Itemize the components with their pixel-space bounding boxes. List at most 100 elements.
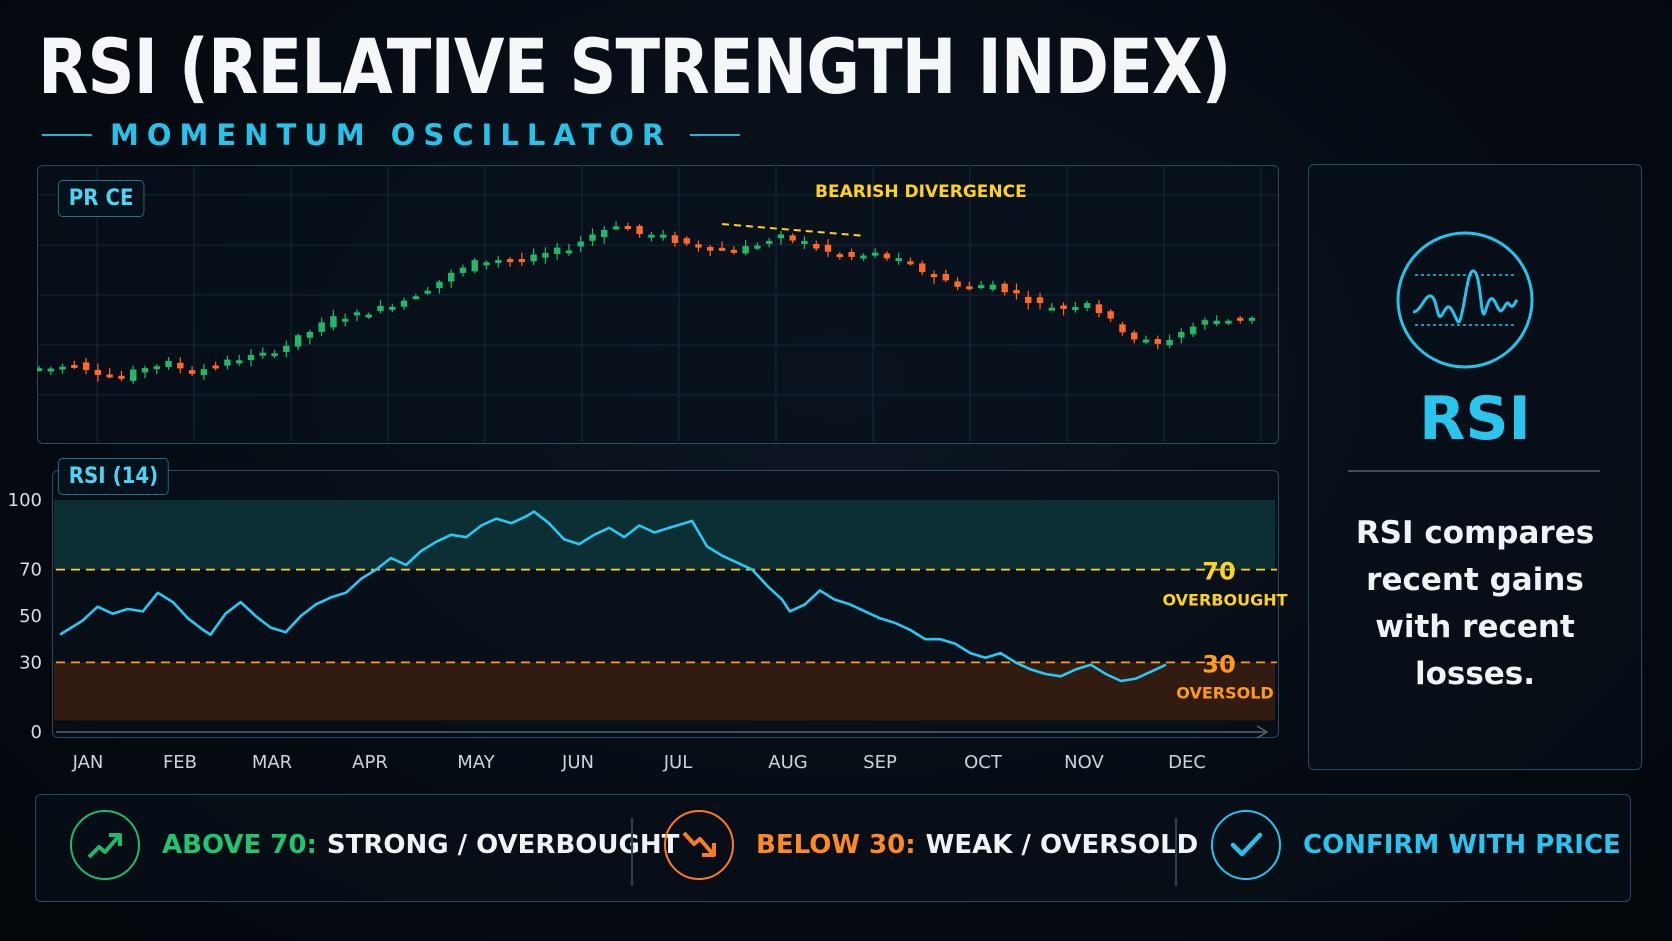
footer-separator [1175, 818, 1177, 886]
candle [412, 296, 420, 300]
subtitle-right-dash [690, 134, 741, 136]
rsi-oscillator-icon [1396, 231, 1534, 369]
footer-item-confirm: CONFIRM WITH PRICE [1211, 795, 1621, 895]
confirm-text: CONFIRM WITH PRICE [1303, 830, 1621, 860]
candle [895, 258, 902, 262]
page-title: RSI (RELATIVE STRENGTH INDEX) [38, 22, 1231, 111]
candle [1119, 324, 1126, 333]
candle [919, 263, 926, 273]
candle [236, 360, 243, 364]
candle [436, 281, 443, 289]
check-icon [1211, 810, 1281, 880]
x-tick-label: NOV [1064, 752, 1104, 773]
x-tick-label: JUN [561, 752, 594, 773]
candle [1237, 317, 1244, 321]
divergence-label: BEARISH DIVERGENCE [815, 182, 1027, 202]
candle [1154, 339, 1161, 344]
candle [636, 225, 643, 234]
description-line: losses. [1414, 656, 1536, 692]
candle [141, 368, 149, 373]
price-label: PR CE [58, 180, 145, 217]
y-tick-label: 0 [31, 722, 42, 743]
subtitle-row: MOMENTUM OSCILLATOR [42, 118, 741, 152]
oversold-label: OVERSOLD [1176, 683, 1273, 702]
candle [1178, 332, 1185, 338]
candle [542, 252, 549, 258]
footer-panel [35, 794, 1631, 902]
candle [1036, 297, 1044, 304]
candle [389, 306, 396, 310]
candle [883, 253, 891, 259]
candle [659, 234, 667, 238]
trend-up-icon [70, 810, 140, 880]
candle [212, 365, 219, 369]
x-tick-label: JUL [663, 752, 693, 773]
candle [848, 251, 855, 257]
oversold-key: BELOW 30: [756, 830, 916, 860]
candle [989, 284, 997, 290]
x-tick-label: MAY [457, 752, 495, 773]
candle [977, 285, 985, 289]
x-tick-label: APR [352, 752, 388, 773]
candle [836, 254, 844, 258]
candle [82, 362, 90, 371]
trend-down-icon [664, 810, 734, 880]
candle [447, 272, 455, 282]
candle [1060, 305, 1067, 309]
candle [907, 261, 914, 265]
x-tick-label: JAN [72, 752, 104, 773]
candle [777, 234, 785, 239]
candle [683, 238, 690, 244]
x-tick-label: AUG [768, 752, 807, 773]
candle [318, 322, 325, 332]
candle [341, 318, 349, 322]
candle [718, 247, 726, 251]
candle [942, 273, 950, 281]
candle [224, 359, 231, 366]
y-tick-label: 50 [19, 606, 42, 627]
candle [648, 234, 655, 238]
candle [106, 374, 113, 378]
side-card-description: RSI compares recent gains with recent lo… [1315, 510, 1635, 698]
footer-separator [631, 818, 633, 886]
candle [966, 286, 973, 290]
subtitle-left-dash [42, 134, 92, 136]
candle [200, 369, 208, 375]
candle [801, 240, 808, 244]
candle [601, 229, 608, 238]
candle [518, 259, 526, 263]
candle [1166, 339, 1173, 346]
x-tick-label: OCT [964, 752, 1003, 773]
candle [130, 369, 137, 381]
x-tick-label: SEP [863, 752, 897, 773]
candle [1083, 303, 1091, 308]
candle [1048, 307, 1055, 311]
oversold-zone [54, 662, 1275, 721]
candle [824, 244, 832, 252]
description-line: recent gains [1366, 562, 1584, 598]
candle [577, 241, 584, 247]
candle [188, 370, 196, 374]
candle [789, 235, 796, 241]
x-tick-label: FEB [163, 752, 197, 773]
candle [813, 243, 820, 249]
candle [695, 244, 702, 248]
candle [624, 226, 632, 230]
candle [742, 245, 749, 254]
overbought-label: OVERBOUGHT [1162, 591, 1287, 610]
candle [400, 300, 408, 307]
candle [954, 281, 961, 287]
candle [177, 362, 184, 369]
candle [271, 353, 278, 357]
y-tick-label: 100 [8, 490, 42, 511]
overbought-text: STRONG / OVERBOUGHT [326, 830, 680, 860]
candle [259, 352, 266, 356]
candle [353, 312, 361, 316]
candle [59, 366, 66, 370]
candle [1095, 304, 1103, 314]
candle [1142, 339, 1150, 343]
candle [118, 375, 125, 379]
candle [612, 226, 620, 230]
candle [1248, 317, 1256, 321]
candle [365, 314, 372, 318]
